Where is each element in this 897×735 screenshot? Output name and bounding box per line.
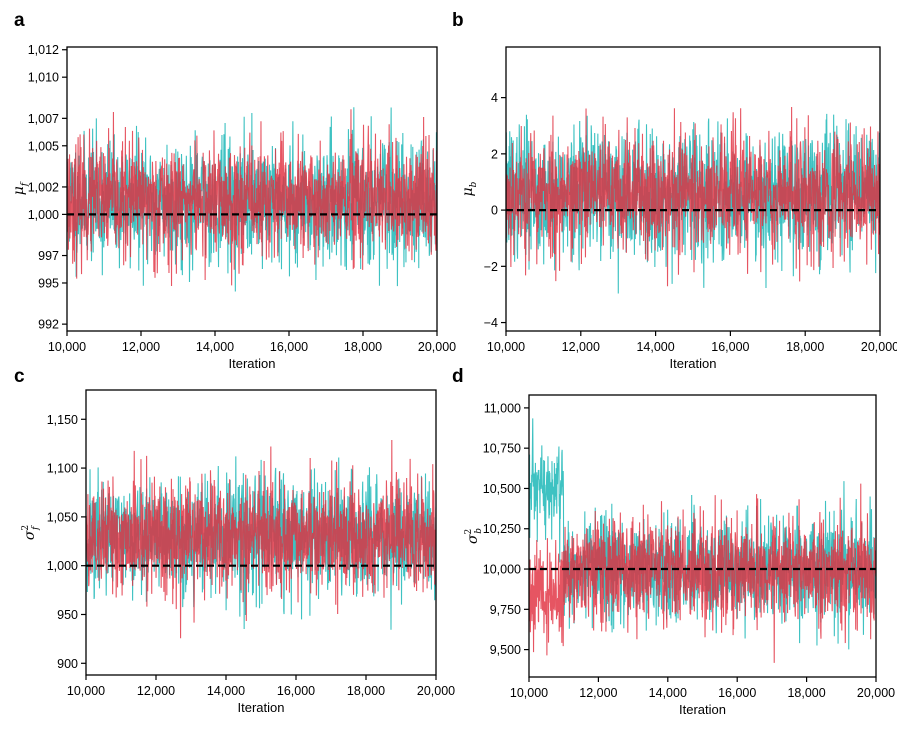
x-axis-label-d: Iteration bbox=[679, 702, 726, 717]
y-tick-label-c: 1,000 bbox=[47, 559, 78, 573]
y-tick-label-b: 2 bbox=[491, 147, 498, 161]
axes-frame-c bbox=[85, 389, 437, 676]
x-tick-label-c: 20,000 bbox=[417, 684, 455, 698]
x-tick-label-c: 12,000 bbox=[137, 684, 175, 698]
x-axis-label-b: Iteration bbox=[670, 356, 717, 371]
y-tick-label-d: 10,750 bbox=[483, 442, 521, 456]
y-tick-label-b: 0 bbox=[491, 204, 498, 218]
x-tick-label-d: 18,000 bbox=[787, 686, 825, 700]
y-axis-label-b: μb bbox=[460, 181, 479, 196]
y-axis-label-c: σ2f bbox=[21, 525, 41, 540]
x-tick-label-b: 10,000 bbox=[487, 340, 525, 354]
x-tick-label-d: 16,000 bbox=[718, 686, 756, 700]
y-tick-label-b: 4 bbox=[491, 91, 498, 105]
x-tick-label-d: 14,000 bbox=[649, 686, 687, 700]
y-tick-label-a: 1,012 bbox=[28, 43, 59, 57]
y-tick-label-d: 11,000 bbox=[484, 401, 521, 415]
x-tick-label-c: 10,000 bbox=[67, 684, 105, 698]
y-tick-label-d: 10,500 bbox=[483, 482, 521, 496]
x-tick-label-b: 16,000 bbox=[711, 340, 749, 354]
panel-letter-b: b bbox=[452, 10, 464, 31]
x-tick-label-a: 12,000 bbox=[122, 340, 160, 354]
x-tick-label-a: 14,000 bbox=[196, 340, 234, 354]
x-tick-label-a: 10,000 bbox=[48, 340, 86, 354]
x-axis-label-a: Iteration bbox=[229, 356, 276, 371]
x-tick-label-a: 18,000 bbox=[344, 340, 382, 354]
axes-frame-d bbox=[528, 394, 877, 678]
panel-d: d 10,000 12,000 14,000 16,000 18,000 20,000 9,5… bbox=[452, 366, 895, 717]
y-axis-label-d: σ2b bbox=[464, 528, 484, 544]
y-tick-label-d: 9,750 bbox=[490, 603, 521, 617]
x-tick-label-c: 16,000 bbox=[277, 684, 315, 698]
y-tick-label-a: 997 bbox=[38, 249, 59, 263]
x-tick-label-c: 18,000 bbox=[347, 684, 385, 698]
x-tick-label-b: 18,000 bbox=[786, 340, 824, 354]
y-tick-label-d: 10,000 bbox=[483, 563, 521, 577]
x-tick-label-b: 14,000 bbox=[636, 340, 674, 354]
y-axis-label-a: μf bbox=[11, 181, 30, 195]
trace-a-chain-2 bbox=[67, 109, 437, 287]
y-tick-label-c: 1,150 bbox=[47, 413, 78, 427]
panel-letter-a: a bbox=[14, 10, 25, 31]
y-tick-label-c: 950 bbox=[57, 608, 78, 622]
y-tick-label-d: 10,250 bbox=[483, 522, 521, 536]
y-tick-label-a: 1,010 bbox=[28, 71, 59, 85]
trace-c-chain-2 bbox=[86, 440, 436, 639]
x-tick-label-b: 20,000 bbox=[861, 340, 897, 354]
x-tick-label-d: 12,000 bbox=[579, 686, 617, 700]
x-tick-label-d: 10,000 bbox=[510, 686, 548, 700]
panel-letter-d: d bbox=[452, 366, 464, 387]
x-tick-label-b: 12,000 bbox=[562, 340, 600, 354]
x-axis-label-c: Iteration bbox=[238, 700, 285, 715]
y-tick-label-a: 995 bbox=[38, 276, 59, 290]
axes-frame-a bbox=[66, 46, 438, 332]
x-tick-label-a: 20,000 bbox=[418, 340, 456, 354]
trace-d-chain-2 bbox=[529, 483, 876, 663]
y-tick-label-a: 1,005 bbox=[28, 139, 59, 153]
x-tick-label-c: 14,000 bbox=[207, 684, 245, 698]
x-tick-label-a: 16,000 bbox=[270, 340, 308, 354]
panel-b: b 10,000 12,000 14,000 16,000 18,000 20,000 −4 −… bbox=[452, 10, 897, 371]
y-tick-label-d: 9,500 bbox=[490, 643, 521, 657]
y-tick-label-a: 1,002 bbox=[28, 180, 59, 194]
panel-c: c 10,000 12,000 14,000 16,000 18,000 20,000 900… bbox=[14, 366, 455, 715]
x-tick-label-d: 20,000 bbox=[857, 686, 895, 700]
y-tick-label-a: 1,000 bbox=[28, 208, 59, 222]
axes-frame-b bbox=[505, 46, 881, 332]
y-tick-label-a: 992 bbox=[38, 318, 59, 332]
panel-letter-c: c bbox=[14, 366, 25, 387]
y-tick-label-c: 1,050 bbox=[47, 510, 78, 524]
y-tick-label-b: −4 bbox=[484, 316, 498, 330]
y-tick-label-b: −2 bbox=[484, 260, 498, 274]
y-tick-label-c: 900 bbox=[57, 657, 78, 671]
panel-a: a 10,000 12,000 14,000 16,000 18,000 20,000 992… bbox=[11, 10, 456, 371]
trace-b-chain-2 bbox=[506, 106, 880, 287]
y-tick-label-c: 1,100 bbox=[47, 462, 78, 476]
y-tick-label-a: 1,007 bbox=[28, 112, 59, 126]
